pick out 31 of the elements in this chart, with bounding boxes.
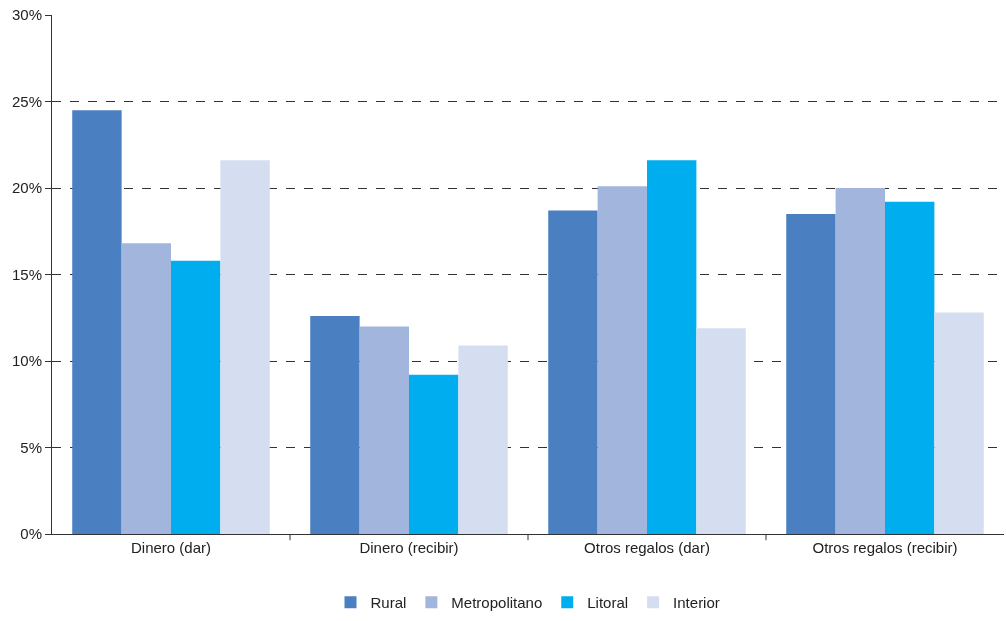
y-tick-label: 5% [20, 438, 42, 456]
bar [171, 260, 221, 534]
legend-label: Rural [370, 594, 407, 611]
y-tick-label: 15% [11, 265, 42, 283]
y-tick-label: 10% [11, 352, 42, 370]
bar [696, 328, 746, 534]
bar [885, 201, 935, 534]
x-tick-label: Dinero (recibir) [359, 539, 459, 556]
bar [220, 160, 270, 534]
bar [121, 243, 171, 534]
bar [409, 374, 459, 534]
bar [597, 186, 647, 534]
legend-label: Interior [673, 594, 720, 611]
bar [359, 326, 409, 534]
bar [548, 210, 598, 534]
y-tick-label: 20% [11, 179, 42, 197]
x-tick-label: Otros regalos (dar) [584, 539, 710, 556]
bar [835, 188, 885, 534]
x-tick-label: Dinero (dar) [130, 539, 212, 556]
legend-label: Litoral [587, 594, 629, 611]
y-tick-label: 25% [11, 92, 42, 110]
y-tick-label: 0% [20, 525, 42, 543]
bar [72, 110, 122, 534]
y-tick-label: 30% [11, 6, 42, 24]
bar [458, 345, 508, 534]
bar [647, 160, 697, 534]
bar [786, 213, 836, 534]
bar [310, 316, 360, 534]
legend-label: Metropolitano [451, 594, 543, 611]
x-tick-label: Otros regalos (recibir) [812, 539, 958, 556]
bar [934, 312, 984, 534]
